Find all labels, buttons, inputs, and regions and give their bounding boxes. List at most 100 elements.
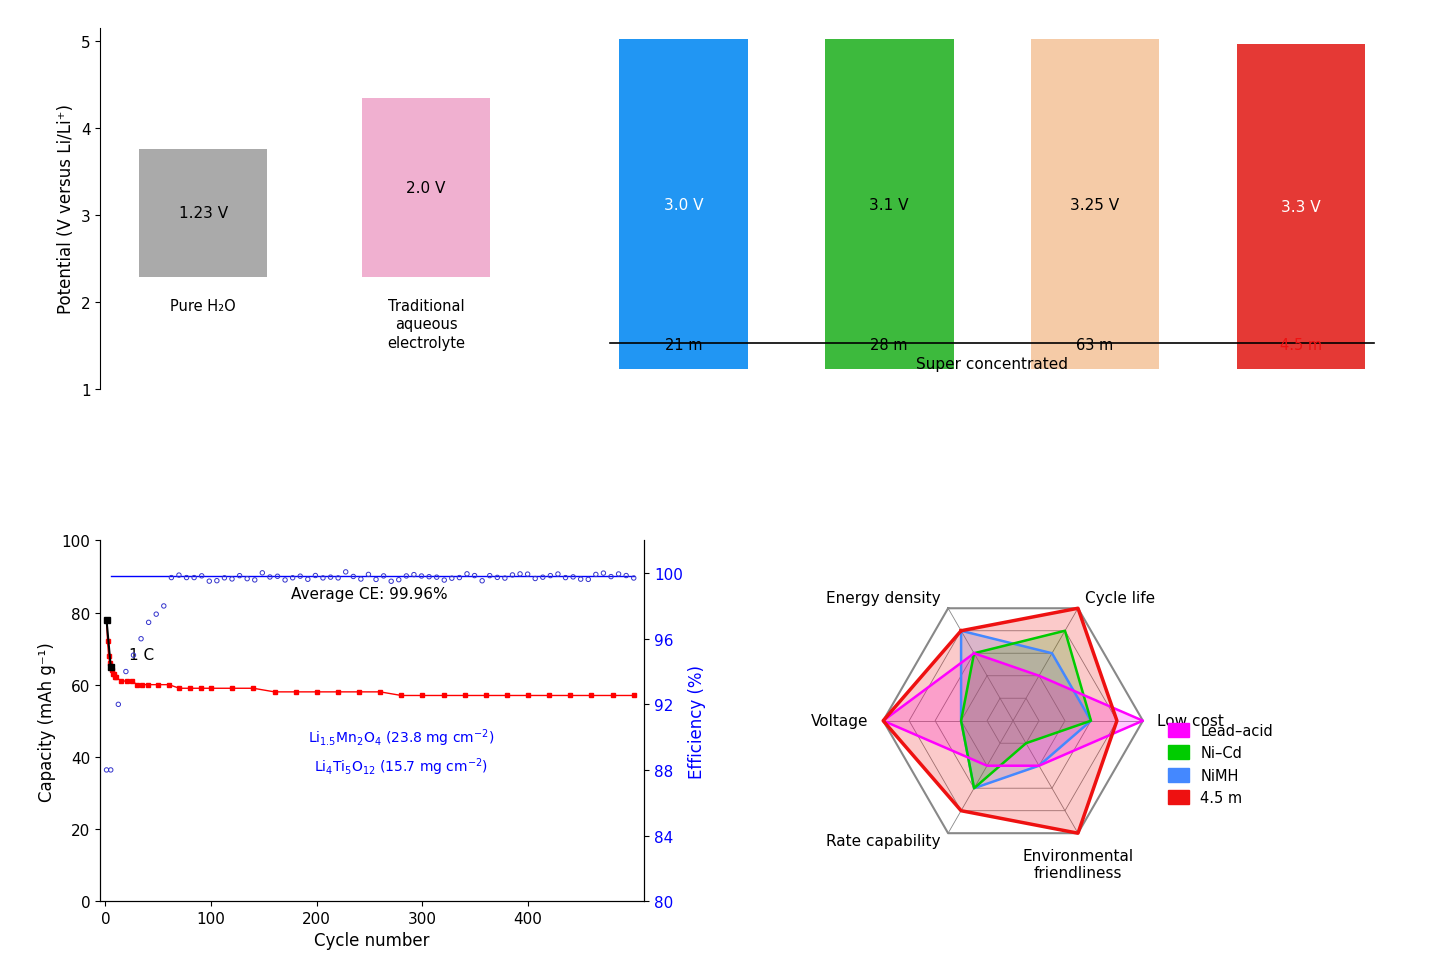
Point [167, 568, 190, 583]
Polygon shape [962, 631, 1090, 789]
Text: Pure H₂O: Pure H₂O [170, 298, 236, 313]
Text: 28 m: 28 m [870, 337, 907, 353]
Y-axis label: Potential (V versus Li/Li⁺): Potential (V versus Li/Li⁺) [57, 105, 76, 314]
Point [448, 570, 471, 585]
Point [145, 607, 167, 622]
Text: Low cost: Low cost [1158, 713, 1224, 729]
Point [622, 571, 645, 586]
Point [282, 571, 305, 586]
Text: Cycle life: Cycle life [1085, 590, 1155, 606]
Point [418, 570, 441, 585]
Text: Super concentrated: Super concentrated [916, 357, 1068, 371]
Point [607, 567, 630, 582]
Bar [1236, 45, 1365, 369]
Point [455, 567, 478, 582]
Text: Energy density: Energy density [826, 590, 942, 606]
Point [99, 763, 122, 778]
Text: Average CE: 99.96%: Average CE: 99.96% [292, 586, 448, 602]
Point [478, 568, 501, 583]
Point [464, 568, 487, 583]
Point [501, 568, 524, 583]
Bar [1030, 41, 1159, 369]
X-axis label: Cycle number: Cycle number [315, 931, 429, 950]
Point [487, 570, 509, 585]
Bar [824, 41, 953, 369]
Point [303, 568, 326, 583]
Text: Environmental
friendliness: Environmental friendliness [1022, 848, 1133, 880]
Text: Rate capability: Rate capability [826, 833, 942, 848]
Point [402, 567, 425, 582]
Point [425, 570, 448, 585]
Point [356, 567, 379, 582]
Y-axis label: Efficiency (%): Efficiency (%) [688, 664, 707, 778]
Point [236, 572, 259, 587]
Point [114, 664, 137, 679]
Point [517, 567, 539, 582]
Point [190, 569, 213, 584]
Text: 3.1 V: 3.1 V [870, 198, 909, 212]
Point [152, 599, 175, 614]
Point [266, 569, 289, 584]
Bar [620, 41, 747, 369]
Point [319, 570, 342, 585]
Point [273, 573, 296, 588]
Text: Li$_4$Ti$_5$O$_{12}$ (15.7 mg cm$^{-2}$): Li$_4$Ti$_5$O$_{12}$ (15.7 mg cm$^{-2}$) [315, 756, 488, 777]
Polygon shape [883, 653, 1143, 766]
Point [197, 574, 220, 589]
Point [577, 572, 600, 587]
Point [130, 632, 153, 647]
Point [561, 570, 584, 585]
Point [122, 647, 145, 663]
Polygon shape [962, 631, 1090, 789]
Point [107, 697, 130, 712]
Point [312, 571, 335, 586]
Point [554, 571, 577, 586]
Polygon shape [883, 609, 1118, 833]
Point [432, 573, 455, 588]
Text: 21 m: 21 m [664, 337, 703, 353]
Point [175, 570, 197, 585]
Point [570, 572, 592, 587]
Point [494, 571, 517, 586]
Point [326, 571, 349, 586]
Point [250, 566, 273, 581]
Point [547, 567, 570, 582]
Point [160, 570, 183, 585]
Point [243, 573, 266, 588]
Text: 3.25 V: 3.25 V [1070, 198, 1119, 212]
Text: 3.0 V: 3.0 V [664, 198, 703, 212]
Point [296, 572, 319, 587]
Text: 3.3 V: 3.3 V [1281, 200, 1321, 214]
Point [411, 569, 434, 584]
Point [600, 569, 622, 584]
Point [137, 615, 160, 631]
Legend: Lead–acid, Ni–Cd, NiMH, 4.5 m: Lead–acid, Ni–Cd, NiMH, 4.5 m [1168, 723, 1274, 805]
Text: Traditional
aqueous
electrolyte: Traditional aqueous electrolyte [386, 298, 465, 351]
Point [524, 571, 547, 586]
Text: 1.23 V: 1.23 V [179, 206, 228, 221]
Point [94, 763, 117, 778]
Point [471, 574, 494, 589]
Point [220, 572, 243, 587]
Text: 2.0 V: 2.0 V [406, 180, 446, 196]
Point [372, 569, 395, 584]
Bar [362, 99, 491, 277]
Point [228, 568, 250, 583]
Point [183, 570, 206, 585]
Point [206, 574, 229, 589]
Point [342, 569, 365, 584]
Point [441, 571, 464, 586]
Point [213, 571, 236, 586]
Point [388, 573, 411, 588]
Y-axis label: Capacity (mAh g⁻¹): Capacity (mAh g⁻¹) [39, 641, 56, 800]
Text: Voltage: Voltage [811, 713, 869, 729]
Point [584, 567, 607, 582]
Point [539, 568, 562, 583]
Point [615, 568, 638, 583]
Point [335, 565, 358, 580]
Point [395, 569, 418, 584]
Point [289, 569, 312, 584]
Point [508, 567, 531, 582]
Text: 4.5 m: 4.5 m [1279, 337, 1322, 353]
Point [259, 570, 282, 585]
